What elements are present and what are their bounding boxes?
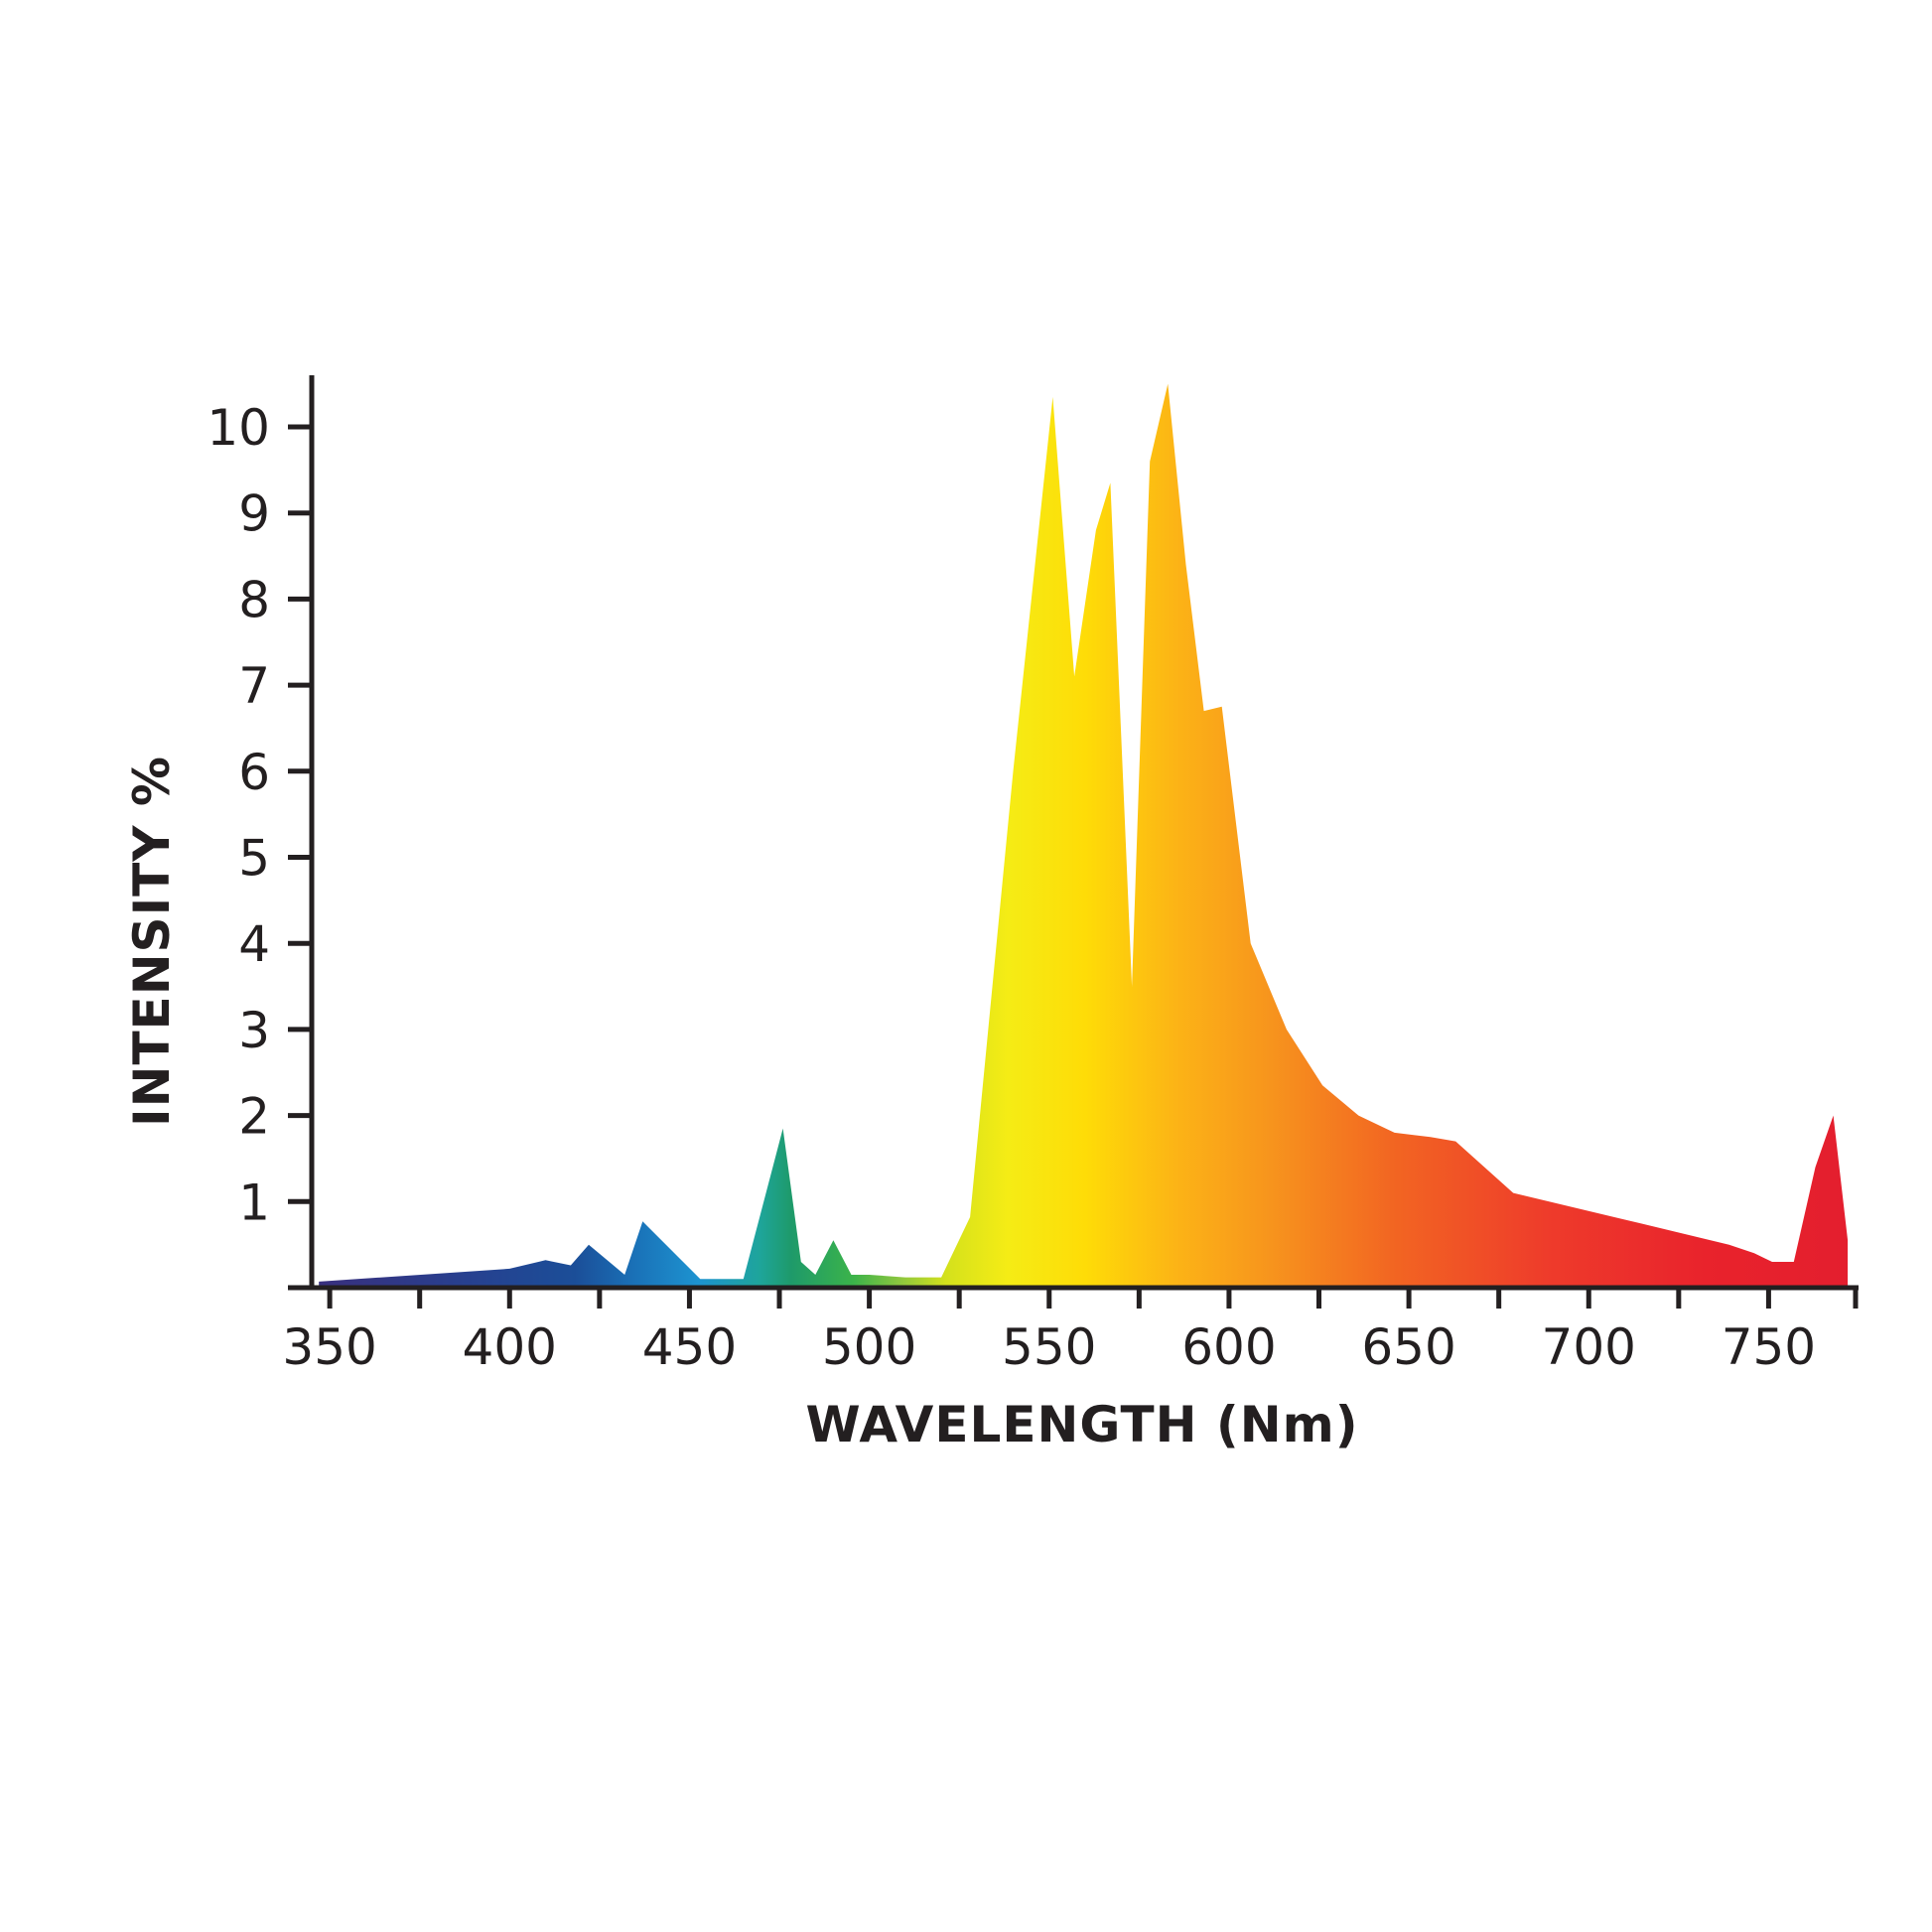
x-tick-label: 650: [1361, 1318, 1455, 1376]
plot-area: [319, 383, 1849, 1289]
y-tick-label: 8: [238, 571, 270, 628]
y-axis-title: INTENSITY %: [123, 756, 181, 1127]
x-tick-label: 750: [1722, 1318, 1816, 1376]
x-tick-label: 450: [642, 1318, 737, 1376]
x-tick-label: 700: [1542, 1318, 1636, 1376]
y-tick-label: 10: [207, 399, 270, 457]
x-tick-label: 600: [1181, 1318, 1276, 1376]
y-tick-label: 4: [238, 915, 270, 973]
x-tick-label: 550: [1002, 1318, 1096, 1376]
y-tick-label: 3: [238, 1002, 270, 1059]
y-tick-label: 2: [238, 1088, 270, 1146]
y-tick-label: 7: [238, 657, 270, 715]
axes: 1 2 3 4 5 6 7 8 9 10 350 400 450 500 550 600 650 700 750: [207, 375, 1859, 1376]
x-tick-label: 500: [822, 1318, 916, 1376]
y-tick-label: 9: [238, 485, 270, 543]
y-tick-label: 5: [238, 830, 270, 888]
x-axis-title: WAVELENGTH (Nm): [805, 1396, 1358, 1453]
x-tick-label: 350: [282, 1318, 376, 1376]
y-tick-label: 6: [238, 744, 270, 801]
x-tick-label: 400: [463, 1318, 557, 1376]
spectrum-area: [319, 383, 1849, 1289]
y-tick-label: 1: [238, 1173, 270, 1231]
